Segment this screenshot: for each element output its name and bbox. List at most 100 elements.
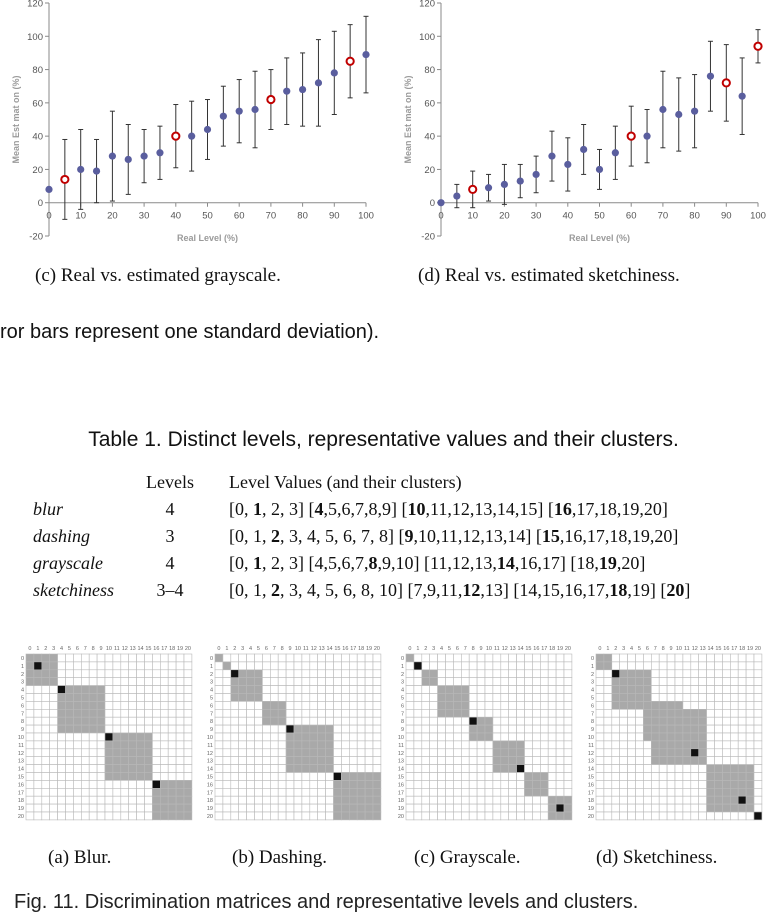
matrix-cell — [516, 811, 525, 821]
matrix-cell — [658, 693, 668, 702]
matrix-cell — [309, 685, 319, 694]
matrix-cell — [277, 764, 287, 773]
matrix-cell — [595, 780, 605, 789]
matrix-cell — [611, 653, 620, 663]
matrix-cell — [516, 772, 525, 781]
matrix-cell — [706, 701, 715, 710]
matrix-cell — [262, 701, 271, 710]
matrix-cell — [88, 772, 98, 781]
matrix-cell — [532, 740, 541, 750]
matrix-cell — [524, 780, 533, 789]
matrix-cell — [364, 795, 374, 805]
matrix-cell — [73, 732, 82, 742]
matrix-cell — [651, 709, 660, 718]
matrix-cell — [555, 772, 565, 781]
matrix-cell — [301, 740, 311, 750]
matrix-cell — [309, 677, 319, 686]
matrix-cell — [175, 740, 185, 750]
matrix-cell — [372, 732, 382, 742]
matrix-cell — [160, 701, 169, 710]
matrix-cell — [73, 693, 82, 702]
matrix-cell — [461, 685, 470, 694]
matrix-cell — [41, 661, 50, 671]
matrix-cell — [285, 732, 295, 742]
matrix-cell — [25, 803, 35, 813]
matrix-cell — [737, 795, 747, 805]
matrix-cell — [73, 795, 82, 805]
matrix-cell — [25, 772, 35, 781]
matrix-cell — [437, 788, 446, 797]
matrix-cell — [175, 693, 185, 702]
matrix-cell — [698, 685, 707, 694]
matrix-cell — [484, 716, 494, 726]
matrix-cell — [468, 780, 478, 789]
x-axis-label: Real Level (%) — [177, 233, 238, 243]
matrix-cell — [611, 740, 620, 750]
matrix-cell — [532, 803, 541, 813]
data-point — [643, 132, 651, 140]
matrix-cell — [611, 772, 620, 781]
matrix-cell — [262, 748, 271, 758]
matrix-cell — [73, 724, 82, 734]
x-tick-label: 40 — [563, 211, 574, 222]
matrix-cell — [238, 677, 247, 686]
matrix-cell — [112, 780, 122, 789]
matrix-cell — [301, 756, 311, 765]
matrix-col-label: 14 — [137, 646, 143, 652]
matrix-cell — [635, 677, 644, 686]
matrix-cell — [619, 788, 628, 797]
matrix-cell — [690, 756, 700, 765]
matrix-cell — [429, 677, 438, 686]
matrix-cell — [421, 772, 430, 781]
matrix-cell — [635, 803, 644, 813]
matrix-cell — [627, 795, 636, 805]
matrix-cell — [540, 795, 549, 805]
matrix-cell — [246, 803, 255, 813]
matrix-cell — [144, 748, 153, 758]
matrix-cell — [349, 693, 358, 702]
matrix-cell — [88, 788, 98, 797]
matrix-col-label: 8 — [92, 646, 95, 652]
matrix-cell — [254, 748, 263, 758]
matrix-cell — [128, 653, 137, 663]
matrix-cell — [372, 701, 382, 710]
matrix-cell — [246, 685, 255, 694]
matrix-cell — [372, 811, 382, 821]
matrix-cell — [254, 724, 263, 734]
matrix-cell — [349, 661, 358, 671]
matrix-row-label: 16 — [398, 782, 404, 788]
matrix-cell — [33, 685, 43, 694]
matrix-cell — [175, 803, 185, 813]
matrix-cell — [270, 788, 279, 797]
matrix-cell — [285, 788, 295, 797]
matrix-cell — [112, 803, 122, 813]
matrix-cell — [737, 811, 747, 821]
matrix-cell — [104, 764, 114, 773]
matrix-cell — [238, 685, 247, 694]
matrix-cell — [445, 803, 454, 813]
matrix-cell — [627, 677, 636, 686]
matrix-cell — [476, 677, 486, 686]
matrix-cell — [160, 756, 169, 765]
matrix-cell — [532, 709, 541, 718]
matrix-cell — [57, 685, 66, 694]
matrix-cell — [476, 685, 486, 694]
matrix-cell — [175, 669, 185, 678]
matrix-cell — [714, 685, 723, 694]
matrix-cell — [214, 732, 224, 742]
matrix-cell — [73, 685, 82, 694]
matrix-cell — [349, 732, 358, 742]
matrix-cell — [461, 748, 470, 758]
matrix-cell — [674, 724, 684, 734]
matrix-cell — [167, 803, 177, 813]
matrix-cell — [730, 669, 739, 678]
matrix-cell — [421, 732, 430, 742]
matrix-cell — [238, 772, 247, 781]
matrix-row-label: 18 — [398, 798, 404, 804]
matrix-cell — [112, 756, 122, 765]
matrix-cell — [144, 677, 153, 686]
matrix-cell — [128, 685, 137, 694]
matrix-cell — [33, 716, 43, 726]
matrix-cell — [41, 732, 50, 742]
matrix-cell — [547, 740, 557, 750]
